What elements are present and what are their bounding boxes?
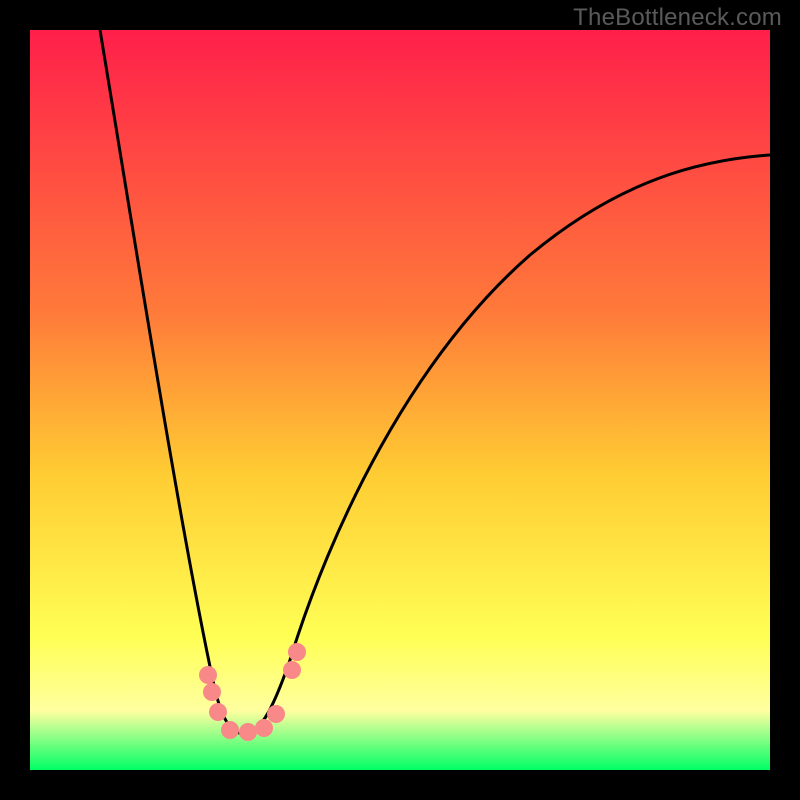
marker-point — [239, 723, 257, 741]
marker-point — [267, 705, 285, 723]
curve-right-branch — [244, 155, 770, 734]
bottleneck-curve-svg — [30, 30, 770, 770]
marker-point — [203, 683, 221, 701]
plot-area — [30, 30, 770, 770]
marker-point — [209, 703, 227, 721]
marker-point — [199, 666, 217, 684]
marker-point — [283, 661, 301, 679]
curve-left-branch — [100, 30, 244, 734]
marker-point — [255, 719, 273, 737]
marker-point — [221, 721, 239, 739]
watermark-text: TheBottleneck.com — [573, 4, 782, 32]
marker-point — [288, 643, 306, 661]
